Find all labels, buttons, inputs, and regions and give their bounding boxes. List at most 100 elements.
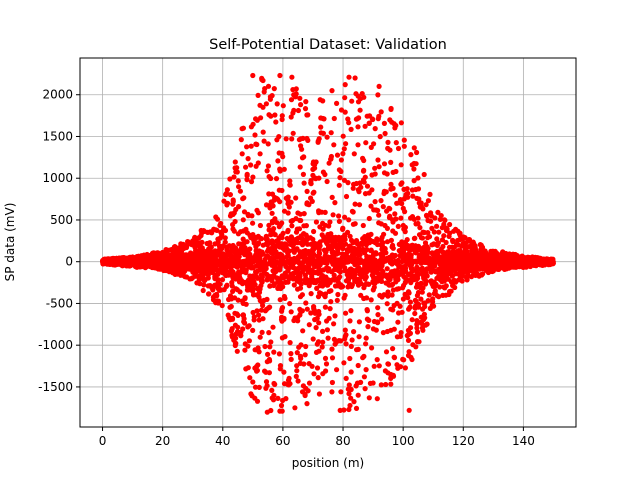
data-point (308, 178, 314, 184)
data-point (265, 141, 271, 147)
data-point (317, 224, 323, 230)
data-point (342, 292, 348, 298)
data-point (251, 314, 257, 320)
data-point (401, 143, 407, 149)
data-point (262, 343, 268, 350)
data-point (260, 242, 266, 248)
data-point (102, 256, 108, 262)
data-point (279, 308, 285, 314)
data-point (192, 259, 198, 265)
data-point (271, 392, 277, 398)
data-point (376, 212, 382, 218)
data-point (250, 174, 256, 180)
data-point (413, 298, 419, 304)
data-point (423, 272, 429, 278)
data-point (355, 268, 361, 274)
data-point (397, 333, 404, 339)
data-point (233, 206, 239, 213)
data-point (411, 145, 417, 151)
data-point (226, 243, 232, 249)
data-point (285, 227, 291, 233)
data-point (303, 275, 309, 281)
data-point (265, 163, 271, 169)
data-point (215, 280, 221, 286)
data-point (398, 181, 404, 187)
data-point (530, 259, 536, 265)
data-point (340, 133, 346, 139)
data-point (288, 114, 294, 120)
data-point (347, 233, 353, 239)
data-point (398, 269, 404, 275)
data-point (369, 272, 375, 278)
data-point (255, 92, 261, 98)
data-point (366, 120, 372, 126)
data-point (324, 237, 330, 243)
data-point (328, 156, 334, 162)
data-point (431, 255, 437, 261)
data-point (329, 88, 335, 94)
data-point (424, 252, 430, 258)
data-point (257, 255, 263, 261)
data-point (428, 269, 434, 275)
data-point (348, 126, 354, 132)
data-point (340, 151, 346, 157)
data-point (244, 177, 250, 183)
data-point (493, 258, 499, 264)
data-point (425, 298, 431, 304)
data-point (414, 329, 421, 335)
data-point (165, 247, 171, 253)
data-point (362, 191, 369, 197)
data-point (372, 165, 378, 171)
y-tick-label: 500 (50, 213, 73, 227)
data-point (244, 257, 250, 263)
data-point (276, 235, 282, 241)
data-point (199, 245, 205, 251)
data-point (415, 220, 421, 227)
data-point (384, 225, 390, 231)
data-point (221, 287, 227, 293)
data-point (250, 220, 256, 226)
data-point (359, 271, 365, 277)
data-point (388, 371, 394, 378)
y-tick-label: -1500 (38, 380, 73, 394)
data-point (264, 236, 270, 242)
data-point (448, 256, 454, 262)
data-point (192, 235, 198, 241)
data-point (343, 278, 349, 284)
data-point (295, 378, 301, 384)
data-point (228, 328, 234, 334)
data-point (392, 258, 398, 264)
data-point (439, 279, 445, 285)
data-point (424, 213, 430, 219)
data-point (345, 180, 351, 186)
data-point (276, 284, 282, 290)
data-point (298, 143, 304, 149)
y-tick-label: 0 (65, 255, 73, 269)
data-point (238, 333, 244, 339)
data-point (267, 240, 273, 246)
data-point (409, 162, 415, 168)
data-point (281, 381, 288, 387)
data-point (214, 291, 220, 297)
data-point (322, 304, 328, 310)
data-point (293, 229, 300, 235)
data-point (388, 181, 394, 187)
data-point (233, 169, 239, 175)
data-point (213, 227, 219, 233)
data-point (400, 252, 406, 258)
data-point (503, 264, 509, 270)
data-point (343, 341, 349, 347)
data-point (336, 218, 342, 224)
data-point (386, 215, 393, 221)
data-point (274, 195, 280, 202)
data-point (369, 187, 375, 193)
data-point (307, 280, 313, 286)
data-point (260, 104, 266, 110)
data-point (361, 94, 367, 100)
data-point (133, 260, 139, 266)
data-point (125, 260, 132, 267)
data-point (316, 391, 322, 397)
data-point (227, 213, 234, 219)
data-point (320, 98, 326, 104)
data-point (357, 256, 363, 263)
